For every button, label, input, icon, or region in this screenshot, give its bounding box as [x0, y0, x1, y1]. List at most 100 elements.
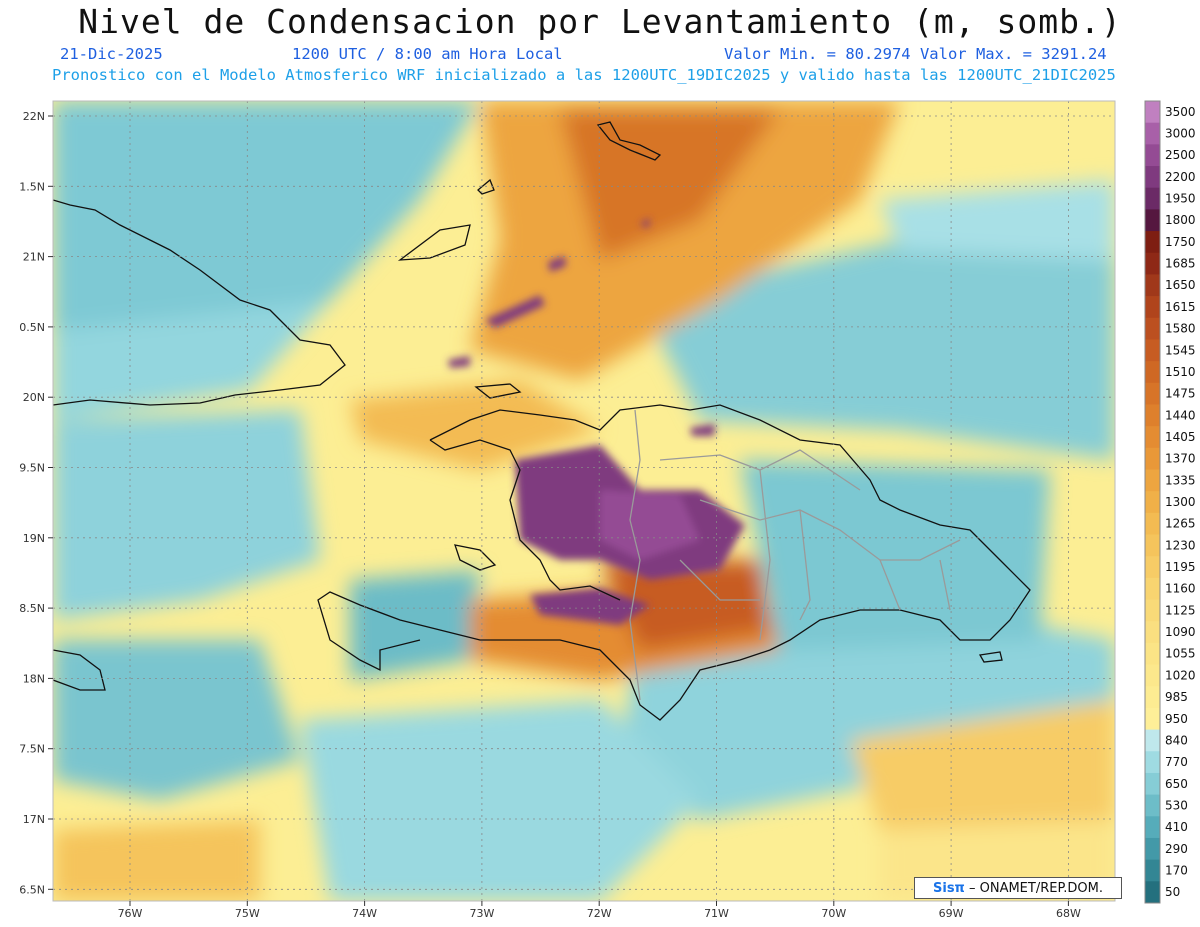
tortuga [474, 383, 522, 399]
legend-swatch [1145, 751, 1160, 774]
legend-level-label: 410 [1165, 820, 1188, 834]
legend-swatch [1145, 729, 1160, 752]
legend-swatch [1145, 447, 1160, 470]
legend-level-label: 1125 [1165, 603, 1196, 617]
legend-level-label: 1020 [1165, 668, 1196, 682]
legend-level-label: 1230 [1165, 538, 1196, 552]
longitude-labels: 76W 75W 74W 73W 72W 71W 70W 69W 68W [118, 901, 1081, 920]
lon-label: 72W [587, 907, 612, 920]
sispi-logo: Sisπ [933, 881, 965, 896]
legend-swatch [1145, 231, 1160, 254]
lon-label: 76W [118, 907, 143, 920]
legend-swatch [1145, 144, 1160, 167]
legend-level-label: 1440 [1165, 408, 1196, 422]
legend-swatch [1145, 794, 1160, 817]
legend-level-label: 2500 [1165, 148, 1196, 162]
saona [978, 651, 1003, 663]
lat-label: 20N [23, 391, 45, 404]
cuba-coast [53, 199, 346, 406]
forecast-date: 21-Dic-2025 [60, 45, 163, 63]
lon-label: 75W [235, 907, 260, 920]
legend-swatch [1145, 166, 1160, 189]
legend-frame [1144, 100, 1161, 904]
caicos [596, 121, 662, 161]
legend-level-label: 1265 [1165, 517, 1196, 531]
legend-swatch [1145, 621, 1160, 644]
lat-label: 7.5N [19, 743, 45, 756]
legend-swatch [1145, 187, 1160, 210]
legend-level-label: 1800 [1165, 213, 1196, 227]
provincial-boundaries [629, 409, 961, 701]
legend-level-label: 1335 [1165, 473, 1196, 487]
legend-level-label: 530 [1165, 798, 1188, 812]
color-legend: 3500 3000 2500 2200 1950 1800 1750 1685 1650 1615… [1144, 100, 1196, 904]
legend-level-label: 650 [1165, 777, 1188, 791]
legend-swatch [1145, 686, 1160, 709]
credit-text: – ONAMET/REP.DOM. [964, 881, 1103, 896]
lon-label: 73W [469, 907, 494, 920]
legend-swatch [1145, 122, 1160, 145]
credit-box: Sisπ – ONAMET/REP.DOM. [914, 877, 1122, 899]
value-min-max: Valor Min. = 80.2974 Valor Max. = 3291.2… [724, 45, 1107, 63]
legend-level-label: 1750 [1165, 235, 1196, 249]
chart-title: Nivel de Condensacion por Levantamiento … [78, 2, 1122, 41]
legend-swatch [1145, 361, 1160, 384]
legend-level-label: 1685 [1165, 257, 1196, 271]
lcl-field [53, 101, 1115, 901]
lon-label: 69W [939, 907, 964, 920]
legend-level-label: 170 [1165, 863, 1188, 877]
legend-level-label: 950 [1165, 712, 1188, 726]
lat-label: 0.5N [19, 321, 45, 334]
legend-level-label: 985 [1165, 690, 1188, 704]
lon-label: 71W [704, 907, 729, 920]
lat-label: 6.5N [19, 883, 45, 896]
legend-level-label: 1370 [1165, 452, 1196, 466]
legend-level-label: 1090 [1165, 625, 1196, 639]
model-description: Pronostico con el Modelo Atmosferico WRF… [52, 66, 1116, 84]
legend-swatch [1145, 512, 1160, 536]
legend-swatch [1145, 339, 1160, 362]
legend-swatch [1145, 816, 1160, 839]
lat-label: 22N [23, 110, 45, 123]
legend-level-label: 770 [1165, 755, 1188, 769]
gonave [454, 544, 497, 571]
legend-swatch [1145, 404, 1160, 427]
mayaguana [477, 178, 495, 195]
inagua [397, 224, 471, 261]
legend-swatch [1145, 859, 1160, 882]
legend-swatch [1145, 642, 1160, 666]
legend-swatch [1145, 274, 1160, 297]
coastlines [53, 121, 1031, 721]
legend-level-label: 1475 [1165, 387, 1196, 401]
legend-level-label: 1160 [1165, 582, 1196, 596]
legend-level-label: 1545 [1165, 343, 1196, 357]
legend-level-label: 1615 [1165, 300, 1196, 314]
lon-label: 74W [352, 907, 377, 920]
legend-swatch [1145, 101, 1160, 124]
legend-swatch [1145, 837, 1160, 861]
legend-level-label: 50 [1165, 885, 1180, 899]
legend-swatch [1145, 881, 1160, 904]
lat-label: 19N [23, 532, 45, 545]
haiti-gulf [429, 439, 621, 601]
legend-swatch [1145, 772, 1160, 796]
legend-swatch [1145, 599, 1160, 622]
lat-label: 8.5N [19, 602, 45, 615]
legend-swatch [1145, 491, 1160, 514]
jamaica-edge [53, 649, 106, 691]
legend-swatch [1145, 426, 1160, 449]
legend-swatch [1145, 469, 1160, 492]
lat-label: 18N [23, 672, 45, 685]
legend-level-label: 1195 [1165, 560, 1196, 574]
legend-level-label: 3500 [1165, 105, 1196, 119]
legend-level-label: 1405 [1165, 430, 1196, 444]
plot-frame [52, 100, 1116, 902]
legend-level-label: 2200 [1165, 170, 1196, 184]
legend-swatch [1145, 209, 1160, 232]
lon-label: 68W [1056, 907, 1081, 920]
legend-level-label: 1580 [1165, 322, 1196, 336]
legend-level-label: 1300 [1165, 495, 1196, 509]
legend-swatch [1145, 707, 1160, 731]
legend-level-label: 3000 [1165, 127, 1196, 141]
